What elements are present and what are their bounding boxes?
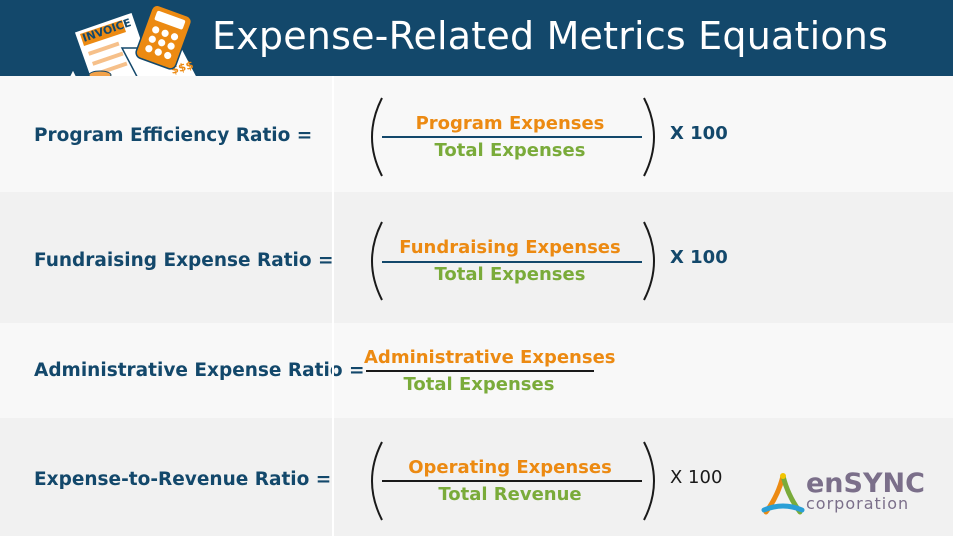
- header-banner: INVOICE $$$ Expense-Related Metrics Equa…: [0, 0, 953, 100]
- column-divider: [332, 76, 334, 536]
- multiplier: X 100: [670, 247, 728, 268]
- denominator: Total Revenue: [438, 484, 582, 505]
- fraction-bar: [382, 480, 642, 482]
- fraction-bar: [382, 136, 642, 138]
- formula-label: Fundraising Expense Ratio =: [34, 250, 334, 271]
- formula-label: Expense-to-Revenue Ratio =: [34, 469, 332, 490]
- numerator: Operating Expenses: [408, 457, 612, 478]
- right-parenthesis: [643, 97, 655, 177]
- formula-row-fundraising-expense: Fundraising Expense Ratio = Fundraising …: [0, 192, 953, 323]
- right-parenthesis: [643, 221, 655, 301]
- left-parenthesis: [371, 97, 383, 177]
- numerator: Administrative Expenses: [364, 347, 616, 368]
- formula-label: Administrative Expense Ratio =: [34, 360, 365, 381]
- denominator: Total Expenses: [434, 140, 586, 161]
- formula-row-administrative-expense: Administrative Expense Ratio = Administr…: [0, 323, 953, 418]
- denominator: Total Expenses: [403, 374, 555, 395]
- numerator: Fundraising Expenses: [399, 237, 621, 258]
- logo-tagline: corporation: [806, 494, 910, 513]
- left-parenthesis: [371, 221, 383, 301]
- multiplier: X 100: [670, 123, 728, 144]
- fraction-bar: [382, 261, 642, 263]
- page-title: Expense-Related Metrics Equations: [212, 14, 889, 58]
- left-parenthesis: [371, 441, 383, 521]
- formula-label: Program Efficiency Ratio =: [34, 125, 313, 146]
- logo-wordmark: enSYNC: [806, 468, 925, 499]
- fraction-bar: [366, 370, 594, 372]
- formula-row-program-efficiency: Program Efficiency Ratio = Program Expen…: [0, 76, 953, 192]
- right-parenthesis: [643, 441, 655, 521]
- numerator: Program Expenses: [415, 113, 605, 134]
- formula-row-expense-to-revenue: Expense-to-Revenue Ratio = Operating Exp…: [0, 418, 953, 536]
- ensync-logo-icon: [761, 473, 805, 515]
- multiplier: X 100: [670, 467, 723, 488]
- denominator: Total Expenses: [434, 264, 586, 285]
